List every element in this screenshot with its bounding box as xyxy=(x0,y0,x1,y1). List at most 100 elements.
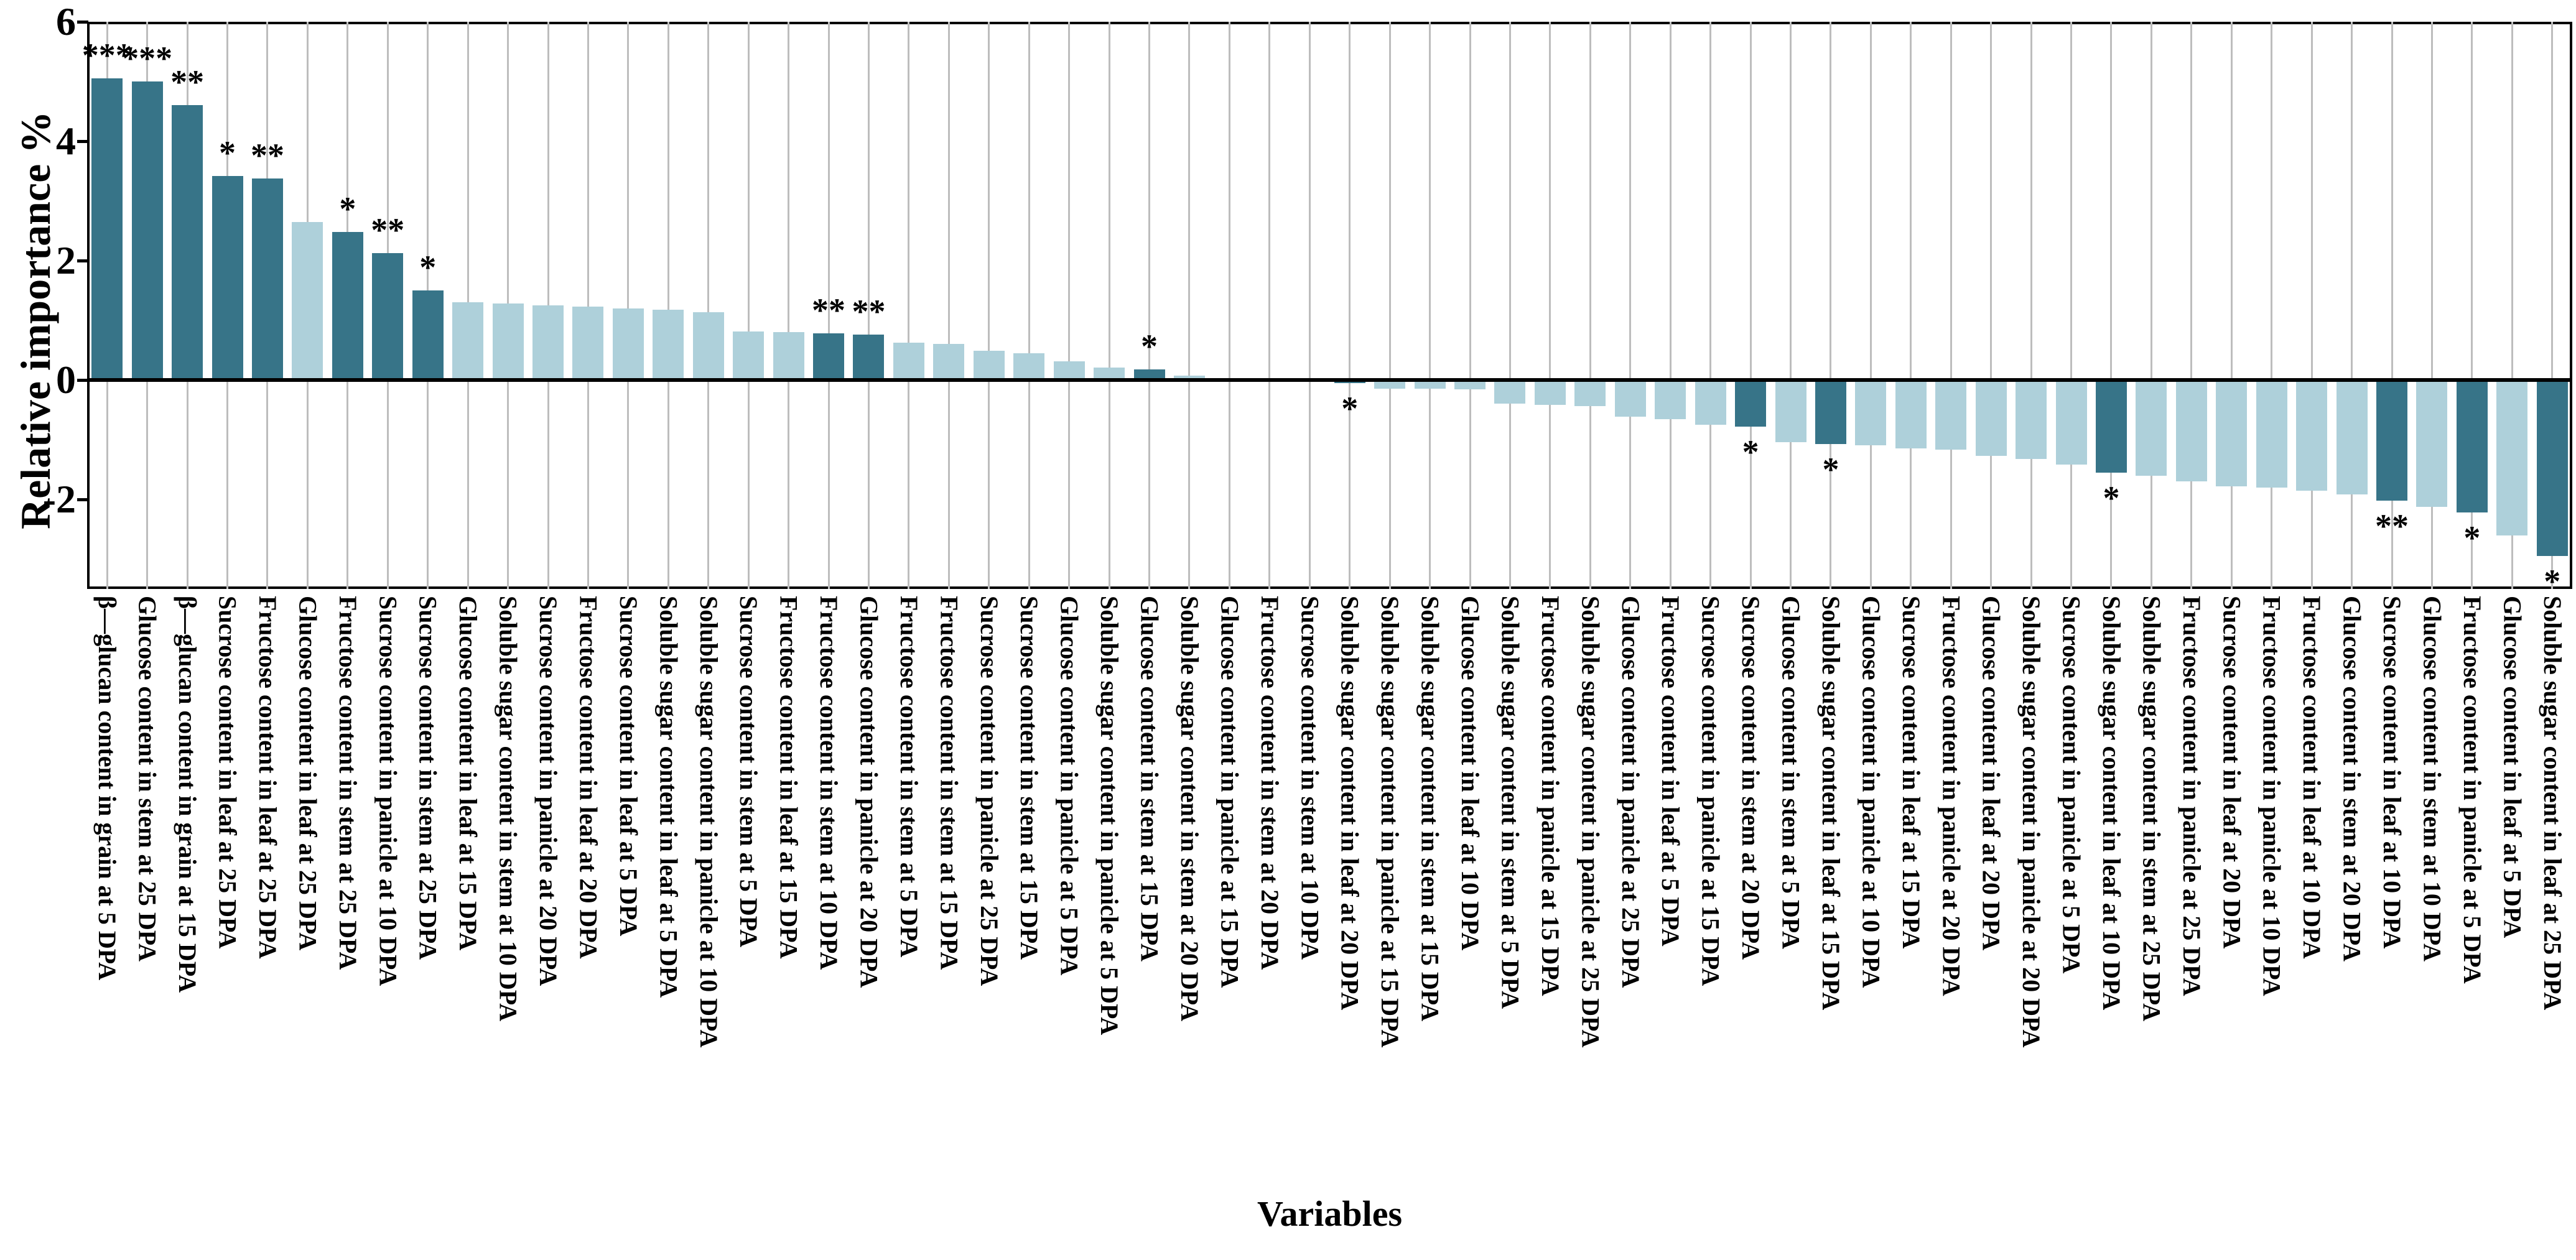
gridline xyxy=(827,22,830,589)
gridline xyxy=(867,22,870,589)
x-axis-label: Fructose content in panicle at 15 DPA xyxy=(1536,596,1565,996)
x-axis-label: Glucose content in leaf at 25 DPA xyxy=(294,596,322,951)
x-axis-label: Glucose content in stem at 5 DPA xyxy=(1777,596,1805,950)
x-axis-label: Sucrose content in leaf at 15 DPA xyxy=(1897,596,1925,949)
bar-22 xyxy=(933,344,965,380)
bar-58 xyxy=(2376,380,2408,501)
bar-1 xyxy=(91,78,123,380)
gridline xyxy=(1549,22,1551,589)
x-axis-label: Soluble sugar content in leaf at 15 DPA xyxy=(1816,596,1845,1011)
bar-39 xyxy=(1614,380,1646,417)
bar-34 xyxy=(1414,380,1446,389)
x-axis-label: Sucrose content in stem at 5 DPA xyxy=(735,596,763,948)
gridline xyxy=(1429,22,1431,589)
x-axis-label: Glucose content in panicle at 25 DPA xyxy=(1616,596,1645,988)
gridline xyxy=(1830,22,1832,589)
bar-10 xyxy=(452,302,484,380)
gridline xyxy=(667,22,669,589)
x-axis-label: Soluble sugar content in panicle at 15 D… xyxy=(1376,596,1405,1048)
bar-25 xyxy=(1053,361,1085,380)
gridline xyxy=(627,22,630,589)
significance-stars: ** xyxy=(250,136,284,174)
bar-18 xyxy=(773,332,804,380)
x-axis-label: β—glucan content in grain at 5 DPA xyxy=(93,596,122,981)
x-axis-label: Soluble sugar content in leaf at 25 DPA xyxy=(2538,596,2567,1011)
x-axis-label: Sucrose content in panicle at 5 DPA xyxy=(2057,596,2086,974)
y-axis-title: Relative importance % xyxy=(12,111,59,529)
bar-37 xyxy=(1534,380,1566,405)
x-axis-label: Fructose content in leaf at 20 DPA xyxy=(574,596,603,959)
x-axis-label: Soluble sugar content in stem at 15 DPA xyxy=(1416,596,1444,1022)
gridline xyxy=(2391,22,2393,589)
bar-41 xyxy=(1695,380,1726,425)
y-tick-mark xyxy=(77,139,88,143)
bar-15 xyxy=(653,309,684,380)
x-axis-label: Sucrose content in stem at 20 DPA xyxy=(1737,596,1765,960)
x-axis-label: Soluble sugar content in panicle at 10 D… xyxy=(694,596,723,1048)
x-axis-label: Sucrose content in leaf at 25 DPA xyxy=(213,596,242,949)
significance-stars: * xyxy=(2463,519,2481,557)
x-axis-label: Sucrose content in panicle at 10 DPA xyxy=(374,596,402,986)
gridline xyxy=(1869,22,1872,589)
x-axis-label: Fructose content in stem at 25 DPA xyxy=(333,596,362,970)
bar-62 xyxy=(2536,380,2568,557)
bar-27 xyxy=(1133,369,1165,380)
bar-57 xyxy=(2336,380,2368,495)
bar-23 xyxy=(973,350,1005,380)
x-axis-label: Fructose content in panicle at 5 DPA xyxy=(2458,596,2486,984)
x-axis-label: Soluble sugar content in panicle at 25 D… xyxy=(1576,596,1605,1048)
x-axis-label: Sucrose content in panicle at 20 DPA xyxy=(534,596,562,986)
gridline xyxy=(1349,22,1351,589)
bar-2 xyxy=(131,81,163,380)
bar-13 xyxy=(572,306,604,380)
bar-33 xyxy=(1374,380,1406,389)
x-axis-label: Soluble sugar content in stem at 5 DPA xyxy=(1496,596,1525,1009)
gridline xyxy=(2471,22,2473,589)
x-axis-label: Glucose content in stem at 15 DPA xyxy=(1135,596,1164,962)
x-axis-label: Glucose content in panicle at 10 DPA xyxy=(1857,596,1886,988)
significance-stars: *** xyxy=(81,37,133,75)
y-tick-mark xyxy=(77,378,88,382)
gridline xyxy=(988,22,990,589)
bar-28 xyxy=(1173,376,1205,380)
x-axis-label: Glucose content in panicle at 5 DPA xyxy=(1055,596,1084,976)
gridline xyxy=(2271,22,2273,589)
gridline xyxy=(707,22,710,589)
significance-stars: ** xyxy=(170,63,205,101)
x-axis-label: Glucose content in leaf at 5 DPA xyxy=(2498,596,2527,938)
significance-stars: * xyxy=(339,190,356,228)
x-axis-label: β—glucan content in grain at 15 DPA xyxy=(174,596,202,993)
significance-stars: ** xyxy=(371,211,405,249)
y-tick-mark xyxy=(77,259,88,262)
y-tick-mark xyxy=(77,20,88,24)
x-axis-label: Fructose content in stem at 10 DPA xyxy=(815,596,844,970)
gridline xyxy=(1388,22,1391,589)
x-axis-label: Soluble sugar content in panicle at 5 DP… xyxy=(1095,596,1124,1035)
x-axis-label: Soluble sugar content in leaf at 5 DPA xyxy=(654,596,683,998)
significance-stars: * xyxy=(2103,479,2120,517)
bar-8 xyxy=(372,253,404,380)
gridline xyxy=(1028,22,1030,589)
gridline xyxy=(1509,22,1511,589)
bar-16 xyxy=(692,312,724,380)
bar-54 xyxy=(2216,380,2248,486)
bar-14 xyxy=(612,308,644,380)
y-tick-label: 4 xyxy=(56,119,76,163)
y-tick-label: 0 xyxy=(56,358,76,402)
bar-36 xyxy=(1494,380,1526,404)
significance-stars: ** xyxy=(852,293,886,331)
gridline xyxy=(1188,22,1191,589)
bar-19 xyxy=(813,333,845,380)
bar-52 xyxy=(2136,380,2167,476)
gridline xyxy=(1308,22,1311,589)
bar-17 xyxy=(733,331,765,380)
gridline xyxy=(1108,22,1110,589)
x-axis-label: Glucose content in leaf at 20 DPA xyxy=(1977,596,2006,951)
bar-42 xyxy=(1735,380,1767,427)
bar-50 xyxy=(2055,380,2087,465)
gridline xyxy=(2150,22,2152,589)
gridline xyxy=(2030,22,2032,589)
gridline xyxy=(2110,22,2113,589)
bar-45 xyxy=(1855,380,1887,445)
y-tick-label: 2 xyxy=(56,238,76,282)
